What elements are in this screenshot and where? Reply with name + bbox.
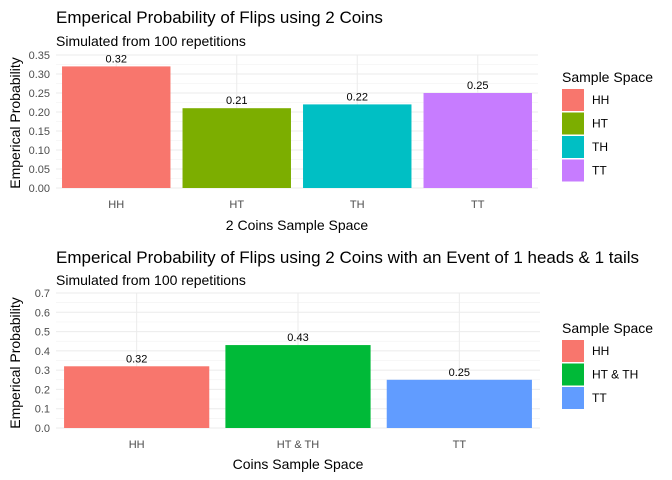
legend-title: Sample Space — [562, 320, 653, 336]
legend-items: HH HT & TH TT — [562, 340, 638, 409]
data-label: 0.25 — [467, 80, 488, 92]
data-label: 0.22 — [347, 91, 368, 103]
legend-label: TH — [592, 140, 608, 154]
y-tick-label: 0.7 — [35, 288, 50, 300]
chart-subtitle: Simulated from 100 repetitions — [56, 272, 246, 288]
bars — [62, 66, 532, 188]
legend-label: TT — [592, 391, 607, 405]
bar-hh — [62, 66, 171, 188]
x-axis-title: 2 Coins Sample Space — [226, 217, 369, 233]
legend-items: HH HT TH TT — [562, 89, 609, 182]
chart-subtitle: Simulated from 100 repetitions — [56, 33, 246, 49]
y-tick-label: 0.0 — [35, 423, 50, 435]
y-axis-title: Emperical Probability — [7, 57, 23, 189]
data-labels: 0.32 0.43 0.25 — [126, 332, 470, 379]
chart-title: Emperical Probability of Flips using 2 C… — [56, 8, 383, 27]
data-label: 0.32 — [106, 53, 127, 65]
y-tick-label: 0.1 — [35, 404, 50, 416]
y-tick-label: 0.30 — [29, 69, 50, 81]
y-tick-label: 0.10 — [29, 145, 50, 157]
y-tick-label: 0.05 — [29, 164, 50, 176]
y-tick-label: 0.4 — [35, 346, 50, 358]
x-axis-title: Coins Sample Space — [233, 456, 364, 472]
legend: Sample Space HH HT & TH TT — [562, 320, 653, 409]
legend-swatch — [562, 89, 584, 111]
y-tick-label: 0.35 — [29, 50, 50, 62]
bar-th — [303, 104, 412, 188]
x-tick-label: HT & TH — [277, 439, 319, 451]
legend: Sample Space HH HT TH TT — [562, 69, 653, 182]
legend-label: HT & TH — [592, 368, 638, 382]
legend-swatch — [562, 340, 584, 362]
data-label: 0.21 — [226, 95, 247, 107]
legend-swatch — [562, 387, 584, 409]
y-tick-labels: 0.00 0.05 0.10 0.15 0.20 0.25 0.30 0.35 — [29, 50, 50, 195]
y-tick-labels: 0.0 0.1 0.2 0.3 0.4 0.5 0.6 0.7 — [35, 288, 50, 435]
data-label: 0.32 — [126, 353, 147, 365]
bar-tt — [386, 379, 532, 428]
x-tick-label: HH — [129, 439, 145, 451]
x-tick-label: HH — [108, 199, 124, 211]
data-label: 0.43 — [287, 332, 308, 344]
x-tick-label: TT — [471, 199, 485, 211]
y-tick-label: 0.5 — [35, 327, 50, 339]
y-tick-label: 0.20 — [29, 107, 50, 119]
y-tick-label: 0.15 — [29, 126, 50, 138]
legend-title: Sample Space — [562, 69, 653, 85]
y-tick-label: 0.00 — [29, 183, 50, 195]
legend-swatch — [562, 112, 584, 135]
bar-hh — [64, 366, 210, 428]
y-tick-label: 0.3 — [35, 365, 50, 377]
x-tick-labels: HH HT & TH TT — [129, 439, 467, 451]
data-label: 0.25 — [449, 367, 470, 379]
x-tick-labels: HH HT TH TT — [108, 199, 484, 211]
x-tick-label: HT — [229, 199, 244, 211]
legend-swatch — [562, 159, 584, 182]
legend-label: HT — [592, 117, 609, 131]
y-tick-label: 0.2 — [35, 384, 50, 396]
legend-label: HH — [592, 344, 609, 358]
legend-label: TT — [592, 164, 607, 178]
data-labels: 0.32 0.21 0.22 0.25 — [106, 53, 489, 107]
legend-swatch — [562, 363, 584, 386]
bar-tt — [423, 93, 532, 188]
x-tick-label: TT — [453, 439, 467, 451]
bar-ht-th — [225, 345, 371, 428]
legend-label: HH — [592, 93, 609, 107]
chart-event-flips: Emperical Probability of Flips using 2 C… — [7, 248, 653, 472]
bars — [64, 345, 532, 428]
y-tick-label: 0.25 — [29, 88, 50, 100]
legend-swatch — [562, 136, 584, 158]
y-axis-title: Emperical Probability — [7, 297, 23, 429]
chart-coin-flips: Emperical Probability of Flips using 2 C… — [7, 8, 653, 233]
x-tick-label: TH — [350, 199, 365, 211]
chart-title: Emperical Probability of Flips using 2 C… — [56, 248, 639, 267]
y-tick-label: 0.6 — [35, 307, 50, 319]
bar-ht — [182, 108, 291, 188]
